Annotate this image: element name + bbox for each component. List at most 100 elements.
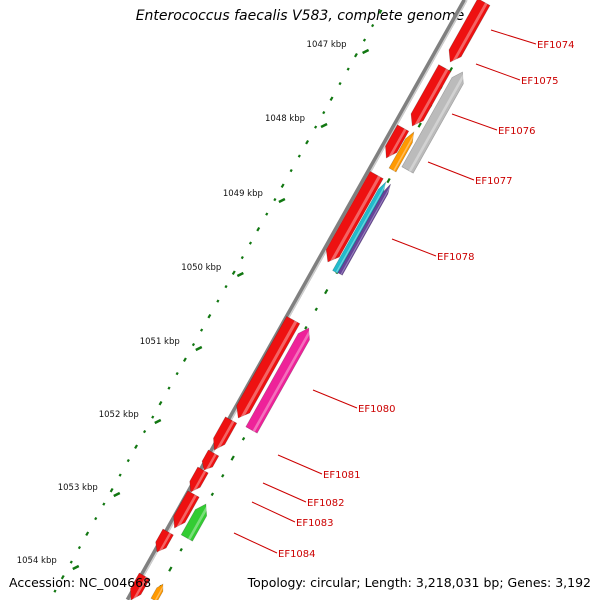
- inner-dot: [182, 357, 187, 363]
- inner-dot: [200, 328, 204, 332]
- outer-dot: [417, 122, 422, 128]
- kbp-tick-label: 1054 kbp: [17, 556, 57, 566]
- inner-dot: [69, 560, 73, 564]
- inner-dot: [346, 67, 350, 71]
- callout-line: [262, 482, 307, 503]
- inner-dot: [371, 23, 375, 28]
- gene-ef1083-green: [180, 503, 207, 542]
- inner-dot: [134, 444, 139, 450]
- topology-label: Topology: circular; Length: 3,218,031 bp…: [247, 575, 591, 590]
- gene-bottom-red-shine: [132, 576, 148, 600]
- inner-dot: [265, 212, 269, 216]
- inner-dot: [167, 386, 171, 390]
- gene-ef1082-red-shine: [205, 453, 217, 472]
- inner-dot: [53, 589, 57, 593]
- gene-label: EF1074: [537, 40, 575, 51]
- outer-dot: [168, 566, 173, 572]
- inner-dot: [126, 458, 130, 463]
- gene-ef1082-red: [201, 449, 220, 471]
- callout-line: [251, 501, 296, 523]
- inner-dot: [378, 9, 383, 15]
- inner-dot: [207, 313, 212, 319]
- gene-features: [130, 0, 491, 600]
- gene-ef1077-orange-shine: [393, 132, 416, 172]
- callout-line: [451, 113, 498, 131]
- kbp-tick-mark: [154, 418, 162, 425]
- gene-bottom-orange: [150, 583, 164, 600]
- callout-line: [391, 238, 437, 257]
- outer-dot: [221, 473, 225, 478]
- gene-label: EF1075: [521, 76, 559, 87]
- kbp-tick-mark: [278, 197, 286, 204]
- gene-callouts: EF1074 EF1075 EF1076 EF1077 EF1078 EF1080 EF10…: [233, 29, 575, 560]
- kbp-tick-label: 1047 kbp: [307, 40, 347, 50]
- inner-dot: [338, 81, 342, 86]
- outer-dot: [179, 547, 183, 552]
- inner-dot: [297, 154, 301, 158]
- kbp-tick-label: 1052 kbp: [99, 410, 139, 420]
- gene-ef1076-red: [385, 124, 410, 159]
- gene-ef1084-red: [155, 528, 174, 553]
- kbp-tick-mark: [195, 345, 203, 352]
- inner-dot: [109, 487, 114, 493]
- inner-dot: [305, 139, 310, 145]
- inner-dot: [362, 38, 367, 42]
- gene-ef1074-shine: [451, 2, 488, 65]
- gene-ef1078-purple: [337, 183, 391, 276]
- gene-ef1078-purple-shine: [340, 184, 392, 275]
- gene-ef1083-red-shine: [175, 494, 197, 530]
- inner-dot: [151, 415, 155, 419]
- inner-dot: [118, 473, 122, 477]
- outer-dot: [230, 455, 235, 461]
- outer-dot: [241, 436, 246, 441]
- gene-ef1076-gray: [401, 71, 464, 174]
- gene-ef1080-pink: [245, 327, 310, 434]
- callout-line: [233, 532, 278, 554]
- kbp-tick-label: 1049 kbp: [223, 189, 263, 199]
- inner-dot: [158, 400, 163, 406]
- gene-ef1083-green-shine: [187, 504, 210, 540]
- gene-ef1080-red-shine: [239, 320, 298, 421]
- inner-dot: [94, 516, 98, 521]
- gene-ef1084-red-shine: [158, 532, 172, 554]
- gene-label: EF1082: [307, 498, 345, 509]
- outer-dot: [448, 66, 454, 73]
- gene-ef1082b: [189, 466, 209, 493]
- inner-dot: [175, 371, 179, 376]
- gene-label: EF1081: [323, 470, 361, 481]
- gene-ef1078-red-shine: [329, 175, 381, 265]
- gene-ef1078-red: [325, 170, 384, 263]
- kbp-tick-label: 1048 kbp: [265, 114, 305, 124]
- inner-dot: [329, 96, 334, 102]
- outer-dot: [314, 307, 318, 312]
- gene-ef1078-cyan-shine: [335, 182, 388, 273]
- kbp-tick-label: 1051 kbp: [140, 337, 180, 347]
- inner-dot: [322, 110, 326, 115]
- inner-dot: [273, 197, 277, 202]
- gene-ef1082b-shine: [191, 470, 207, 494]
- gene-ef1075: [410, 64, 452, 127]
- gene-ef1075-shine: [413, 68, 449, 129]
- outer-dot: [324, 288, 329, 295]
- gene-bottom-red: [130, 572, 151, 600]
- gene-ef1076-gray-shine: [408, 72, 466, 172]
- callout-line: [475, 63, 521, 81]
- callout-line: [277, 454, 323, 475]
- inner-dot: [353, 52, 358, 58]
- accession-label: Accession: NC_004668: [9, 575, 152, 590]
- gene-bottom-orange-shine: [154, 584, 165, 600]
- inner-dot: [280, 183, 285, 189]
- outer-dot: [210, 492, 215, 497]
- inner-dot: [224, 284, 228, 289]
- kbp-tick-mark: [362, 48, 370, 55]
- callout-line: [427, 161, 475, 181]
- gene-ef1076-red-shine: [387, 128, 407, 160]
- inner-dot: [102, 502, 106, 506]
- inner-dot: [289, 168, 293, 173]
- gene-ef1083-red: [173, 490, 200, 529]
- kbp-tick-mark: [72, 564, 80, 571]
- inner-dot: [77, 545, 82, 550]
- kbp-tick-mark: [113, 491, 121, 498]
- outer-dot: [304, 325, 308, 330]
